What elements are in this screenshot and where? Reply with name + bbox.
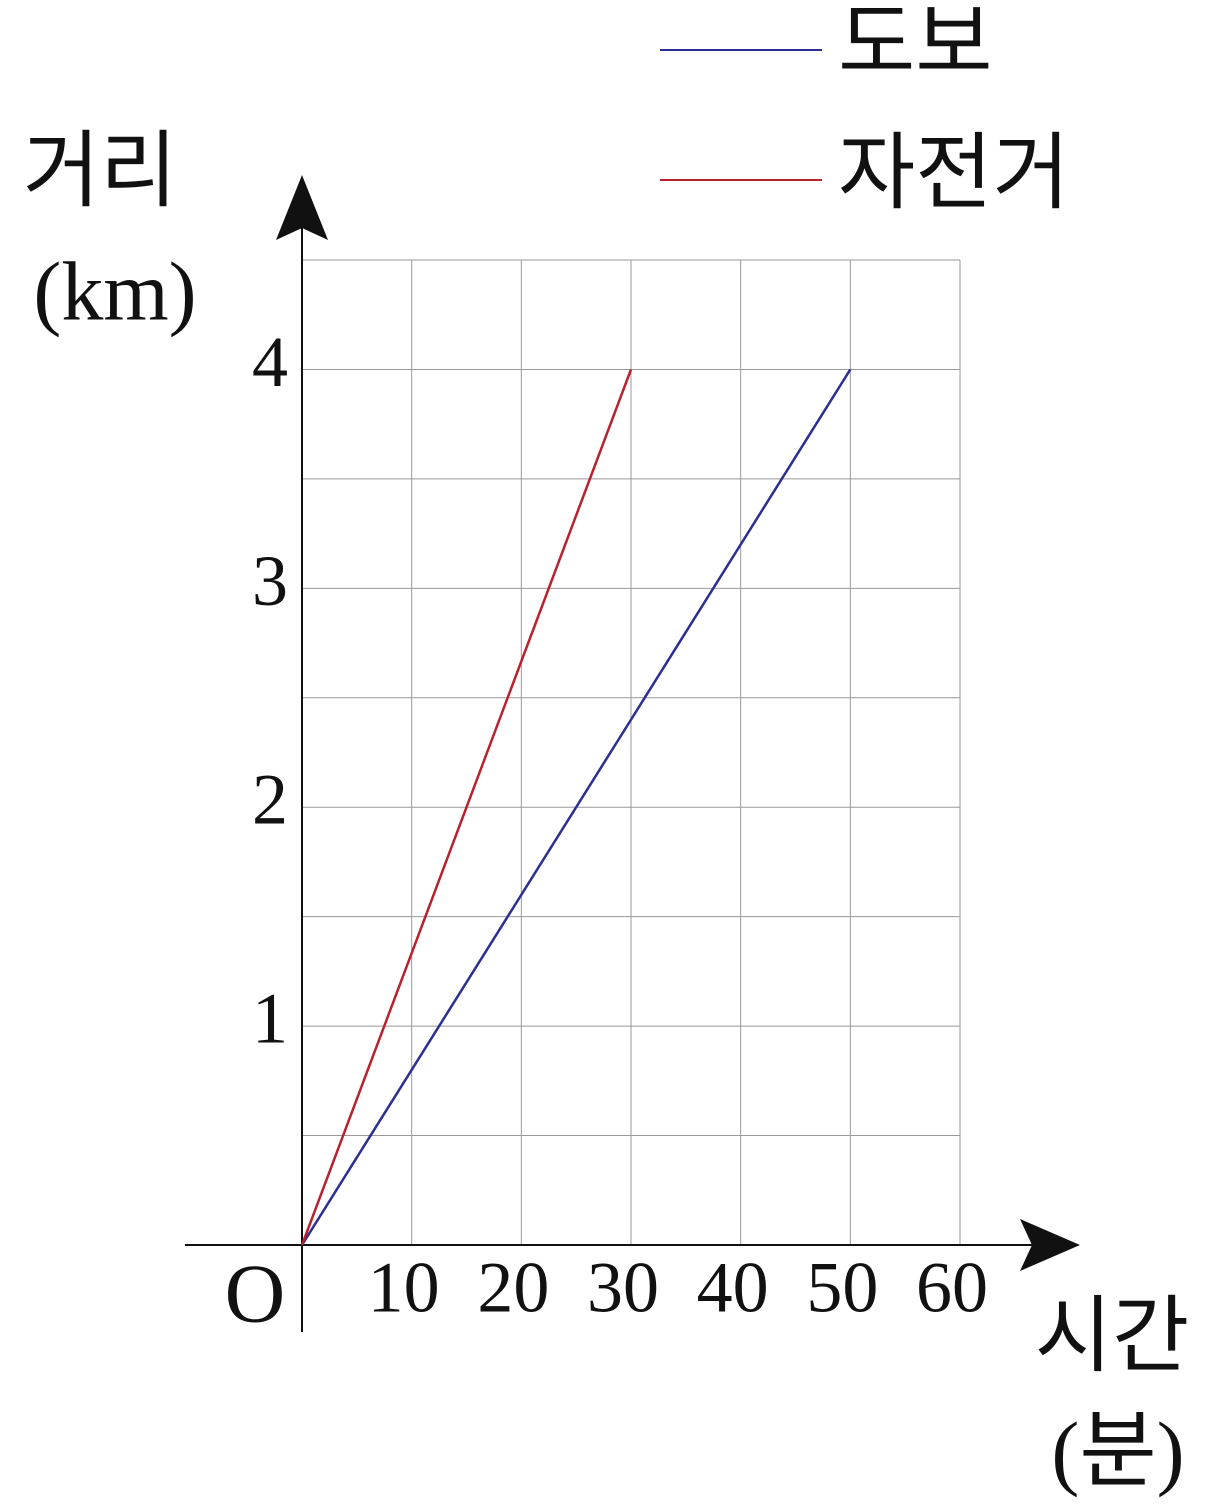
legend-label: 도보 — [838, 0, 993, 90]
legend-label: 자전거 — [838, 127, 1070, 220]
x-axis-arrow — [1020, 1219, 1080, 1271]
x-tick-label: 50 — [806, 1248, 878, 1328]
data-line — [300, 368, 852, 1246]
y-tick-label: 4 — [252, 322, 288, 402]
data-line — [300, 369, 633, 1246]
x-tick-label: 40 — [697, 1248, 769, 1328]
y-tick-label: 2 — [252, 760, 288, 840]
x-axis-label: 시간 — [1035, 1290, 1190, 1383]
x-tick-label: 30 — [587, 1248, 659, 1328]
y-axis-unit: (km) — [33, 245, 196, 338]
y-axis-label: 거리 — [23, 125, 178, 218]
x-tick-label: 10 — [368, 1248, 440, 1328]
origin-label: O — [225, 1247, 286, 1340]
y-axis-arrow — [276, 175, 328, 240]
x-tick-label: 20 — [477, 1248, 549, 1328]
y-tick-label: 1 — [252, 979, 288, 1059]
x-axis-unit: (분) — [1051, 1405, 1184, 1498]
x-tick-label: 60 — [916, 1248, 988, 1328]
y-tick-label: 3 — [252, 541, 288, 621]
